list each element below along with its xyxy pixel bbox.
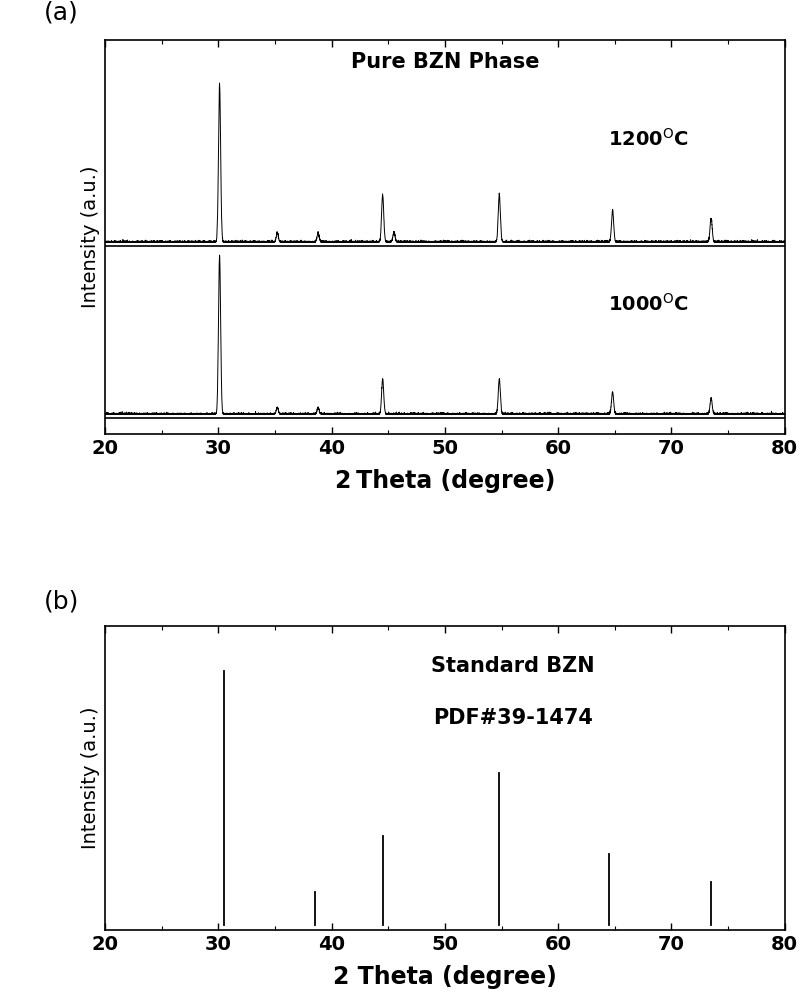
Text: 1200$^{\mathrm{O}}$C: 1200$^{\mathrm{O}}$C xyxy=(608,127,689,149)
Text: Pure BZN Phase: Pure BZN Phase xyxy=(350,52,540,72)
Text: (b): (b) xyxy=(44,590,79,614)
X-axis label: 2 Theta (degree): 2 Theta (degree) xyxy=(335,469,555,493)
Text: 1000$^{\mathrm{O}}$C: 1000$^{\mathrm{O}}$C xyxy=(608,293,689,315)
Text: PDF#39-1474: PDF#39-1474 xyxy=(433,708,593,728)
X-axis label: 2 Theta (degree): 2 Theta (degree) xyxy=(333,965,557,989)
Text: (a): (a) xyxy=(44,0,78,24)
Text: Standard BZN: Standard BZN xyxy=(431,656,595,676)
Y-axis label: Intensity (a.u.): Intensity (a.u.) xyxy=(81,166,100,308)
Y-axis label: Intensity (a.u.): Intensity (a.u.) xyxy=(81,707,100,849)
